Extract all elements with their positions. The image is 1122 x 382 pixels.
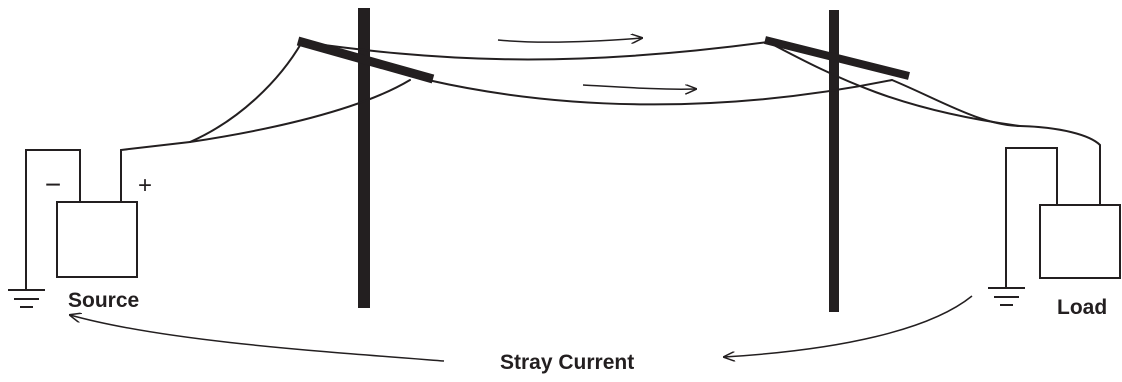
stray-current-label: Stray Current	[500, 351, 634, 374]
ground-icon	[988, 288, 1025, 305]
source-box	[57, 202, 137, 277]
upper-conductor	[302, 42, 1020, 126]
left-pole	[358, 8, 370, 308]
arrow-icon	[70, 315, 444, 361]
ground-icon	[8, 290, 45, 307]
source-label: Source	[68, 289, 139, 312]
load-label: Load	[1057, 296, 1107, 319]
plus-sign: +	[138, 172, 152, 199]
arrow-icon	[583, 85, 696, 89]
load-feed	[1020, 126, 1100, 205]
source-feed-upper	[190, 42, 302, 142]
arrow-icon	[724, 296, 972, 357]
load-box	[1040, 205, 1120, 278]
minus-sign: −	[45, 169, 61, 200]
source-positive-lead	[121, 142, 190, 202]
source-feed-lower	[190, 80, 410, 142]
lower-conductor	[428, 80, 892, 104]
arrow-icon	[498, 38, 642, 42]
